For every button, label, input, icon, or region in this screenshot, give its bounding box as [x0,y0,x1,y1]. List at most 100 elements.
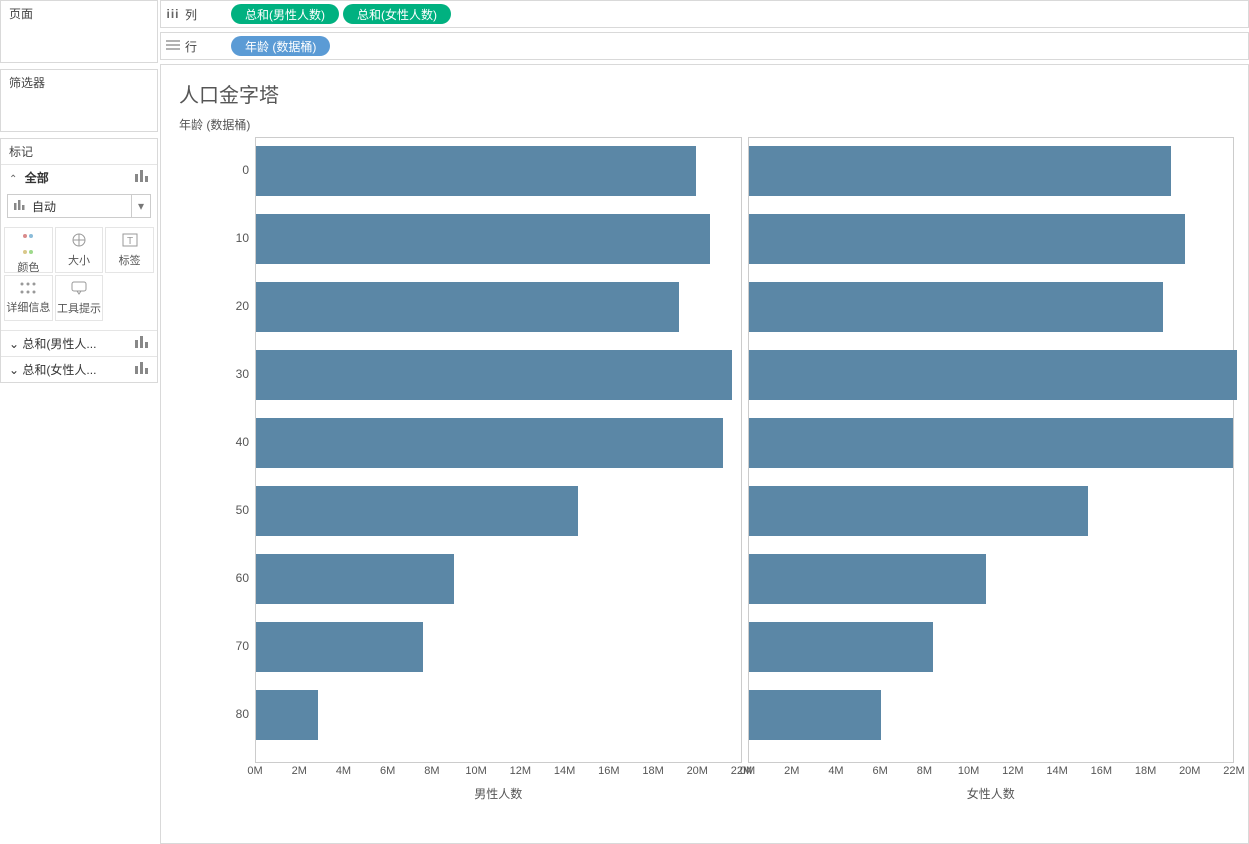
y-tick-label: 30 [236,367,249,381]
bar-chart-icon [8,199,32,213]
bar[interactable] [256,350,732,400]
rows-label: 行 [185,38,225,55]
chevron-down-icon: ⌄ [9,337,19,351]
x-tick-label: 14M [554,765,575,777]
pages-title: 页面 [1,1,157,26]
y-axis-title: 年龄 (数据桶) [179,116,1234,133]
marks-tooltip-button[interactable]: 工具提示 [55,275,104,321]
pill[interactable]: 总和(女性人数) [343,4,451,24]
label-icon: T [122,233,138,250]
bar-chart-icon [135,362,149,377]
bar[interactable] [749,418,1234,468]
chevron-down-icon: ⌄ [9,363,19,377]
marks-size-button[interactable]: 大小 [55,227,104,273]
svg-text:T: T [127,236,133,247]
columns-shelf[interactable]: iii 列 总和(男性人数)总和(女性人数) [160,0,1249,28]
color-icon [23,225,33,257]
x-tick-label: 20M [687,765,708,777]
x-tick-label: 18M [642,765,663,777]
x-tick-label: 8M [917,765,932,777]
detail-icon [20,281,36,297]
bar[interactable] [256,622,423,672]
dropdown-arrow-icon: ▾ [131,195,150,217]
x-axis: 0M2M4M6M8M10M12M14M16M18M20M22M [748,765,1235,781]
bar[interactable] [256,418,723,468]
bar[interactable] [256,282,679,332]
x-tick-label: 10M [958,765,979,777]
mark-type-dropdown[interactable]: 自动 ▾ [7,194,151,218]
y-tick-label: 10 [236,231,249,245]
size-icon [70,233,88,250]
pages-panel[interactable]: 页面 [0,0,158,63]
chart-panel[interactable] [748,137,1235,763]
y-tick-label: 40 [236,435,249,449]
filters-panel[interactable]: 筛选器 [0,69,158,132]
bar[interactable] [256,214,710,264]
x-tick-label: 12M [1002,765,1023,777]
x-tick-label: 4M [828,765,843,777]
y-tick-label: 50 [236,503,249,517]
rows-shelf[interactable]: 行 年龄 (数据桶) [160,32,1249,60]
marks-title: 标记 [1,139,157,164]
y-tick-label: 60 [236,571,249,585]
y-tick-label: 20 [236,299,249,313]
marks-color-button[interactable]: 颜色 [4,227,53,273]
marks-panel: 标记 ⌃ 全部 自动 ▾ [0,138,158,383]
bar-chart-icon [135,336,149,351]
bar[interactable] [749,214,1185,264]
bar[interactable] [749,486,1088,536]
bar[interactable] [256,486,578,536]
chart-area: 人口金字塔 年龄 (数据桶) 0 10 20 30 40 50 60 70 80 0M 2M 4M 6… [160,64,1249,844]
marks-all-label: 全部 [25,171,49,185]
x-tick-label: 12M [510,765,531,777]
x-tick-label: 10M [465,765,486,777]
columns-icon: iii [161,7,185,21]
mark-type-label: 自动 [32,198,131,215]
chevron-up-icon: ⌃ [9,174,17,185]
filters-title: 筛选器 [1,70,157,95]
x-tick-label: 22M [1223,765,1244,777]
bar[interactable] [749,282,1163,332]
bar[interactable] [749,690,881,740]
x-tick-label: 0M [247,765,262,777]
bar[interactable] [256,146,696,196]
x-tick-label: 14M [1046,765,1067,777]
x-axis-label: 男性人数 [255,785,742,802]
x-tick-label: 16M [1091,765,1112,777]
y-tick-label: 80 [236,707,249,721]
bar[interactable] [749,146,1172,196]
bar-chart-icon [135,170,149,185]
bar[interactable] [256,554,454,604]
bar[interactable] [749,350,1238,400]
marks-all-header[interactable]: ⌃ 全部 [1,164,157,190]
marks-female-section[interactable]: ⌄ 总和(女性人... [1,356,157,382]
x-tick-label: 6M [380,765,395,777]
bar[interactable] [256,690,318,740]
x-tick-label: 18M [1135,765,1156,777]
marks-grid: 颜色 大小 T 标签 详 [1,222,157,330]
x-axis-label: 女性人数 [748,785,1235,802]
y-tick-label: 0 [242,163,249,177]
x-tick-label: 2M [292,765,307,777]
bar[interactable] [749,554,987,604]
x-tick-label: 16M [598,765,619,777]
chart-title: 人口金字塔 [179,79,1234,108]
pill[interactable]: 年龄 (数据桶) [231,36,330,56]
x-tick-label: 6M [873,765,888,777]
x-tick-label: 2M [784,765,799,777]
x-tick-label: 4M [336,765,351,777]
x-tick-label: 0M [740,765,755,777]
chart-panel[interactable] [255,137,742,763]
x-tick-label: 8M [424,765,439,777]
rows-icon [161,39,185,54]
x-tick-label: 20M [1179,765,1200,777]
pill[interactable]: 总和(男性人数) [231,4,339,24]
marks-label-button[interactable]: T 标签 [105,227,154,273]
y-tick-label: 70 [236,639,249,653]
x-axis: 0M2M4M6M8M10M12M14M16M18M20M22M [255,765,742,781]
marks-detail-button[interactable]: 详细信息 [4,275,53,321]
tooltip-icon [71,281,87,298]
marks-male-section[interactable]: ⌄ 总和(男性人... [1,330,157,356]
bar[interactable] [749,622,934,672]
columns-label: 列 [185,6,225,23]
